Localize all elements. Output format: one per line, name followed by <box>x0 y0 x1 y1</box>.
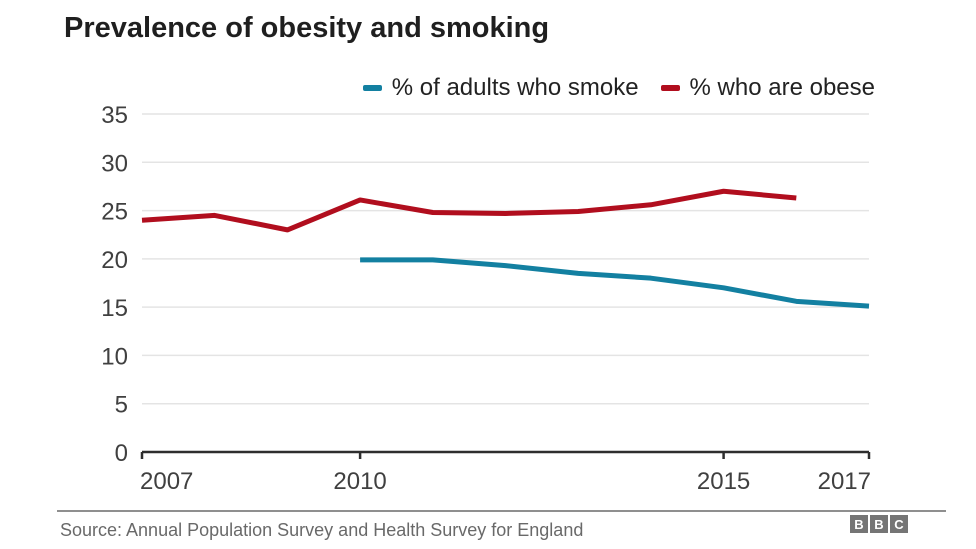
footer-divider <box>57 510 946 512</box>
x-axis-label: 2007 <box>140 468 193 495</box>
y-axis-label: 0 <box>115 440 128 467</box>
bbc-logo-letter: B <box>850 515 868 533</box>
source-text: Source: Annual Population Survey and Hea… <box>60 520 584 540</box>
x-axis-label: 2017 <box>818 468 871 495</box>
legend-swatch-smoke-icon <box>362 85 382 91</box>
y-axis-label: 10 <box>101 343 128 370</box>
legend-swatch-obese-icon <box>660 85 680 91</box>
series-line--of-adults-who-smoke <box>360 257 870 309</box>
y-axis-label: 25 <box>101 199 128 226</box>
x-axis-label: 2010 <box>333 468 386 495</box>
bbc-logo-letter: B <box>870 515 888 533</box>
y-axis-label: 20 <box>101 247 128 274</box>
legend-label-obese: % who are obese <box>689 74 875 101</box>
bbc-logo: B B C <box>850 515 908 533</box>
line-chart-plot: 0 5 10 15 20 25 30 35 2007 2010 2015 2017 <box>101 102 871 495</box>
x-axis-label: 2015 <box>697 468 750 495</box>
chart-title: Prevalence of obesity and smoking <box>64 12 550 44</box>
legend-item-smoke: % of adults who smoke <box>362 74 639 102</box>
series-line--who-are-obese <box>141 188 797 233</box>
legend-item-obese: % who are obese <box>660 74 875 102</box>
y-axis-label: 15 <box>101 295 128 322</box>
y-axis-label: 5 <box>115 392 128 419</box>
bbc-logo-letter: C <box>890 515 908 533</box>
chart-legend: % of adults who smoke % who are obese <box>362 74 875 102</box>
legend-label-smoke: % of adults who smoke <box>391 74 639 101</box>
y-axis-label: 30 <box>101 150 128 177</box>
y-axis-label: 35 <box>101 102 128 129</box>
